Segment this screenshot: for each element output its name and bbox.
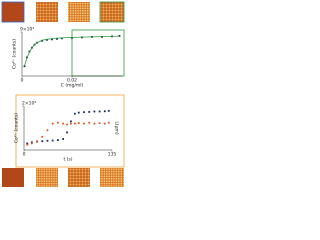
point bbox=[77, 122, 80, 125]
point bbox=[118, 35, 121, 37]
point bbox=[93, 110, 96, 113]
bottom-images bbox=[2, 168, 124, 187]
y-axis-label: Co²⁺ (counts) bbox=[14, 113, 20, 143]
point bbox=[103, 110, 106, 113]
point bbox=[41, 39, 43, 42]
point bbox=[98, 122, 101, 125]
point bbox=[26, 142, 29, 145]
top-images bbox=[1, 1, 125, 23]
point bbox=[66, 131, 68, 134]
image bbox=[36, 168, 58, 187]
point bbox=[82, 122, 85, 125]
page: {"chart_data": [ {"type": "scatter", "xl… bbox=[1, 1, 125, 187]
x-axis-label: C (mg/ml) bbox=[61, 83, 84, 89]
x-tick-label: 135 bbox=[108, 152, 117, 158]
point bbox=[103, 122, 106, 125]
point bbox=[69, 122, 72, 125]
x-tick-label: 0.02 bbox=[67, 78, 77, 84]
point bbox=[56, 139, 59, 141]
point bbox=[62, 122, 65, 125]
image bbox=[68, 2, 90, 22]
point bbox=[56, 121, 59, 124]
highlight-box bbox=[15, 94, 125, 168]
fit-line bbox=[24, 35, 120, 66]
image bbox=[1, 1, 25, 23]
point bbox=[107, 121, 110, 124]
point bbox=[46, 129, 49, 132]
point bbox=[30, 141, 33, 144]
y-axis-label: Co²⁺ (counts) bbox=[12, 39, 18, 69]
point bbox=[107, 109, 110, 112]
point bbox=[36, 140, 39, 143]
point bbox=[83, 111, 85, 114]
point bbox=[61, 37, 63, 40]
point bbox=[46, 139, 49, 142]
image bbox=[100, 168, 124, 187]
point bbox=[77, 111, 80, 114]
point bbox=[30, 142, 33, 145]
x-axis-label: t (s) bbox=[63, 157, 72, 163]
point bbox=[88, 121, 91, 124]
point bbox=[93, 122, 96, 125]
point bbox=[56, 37, 58, 40]
point bbox=[26, 143, 29, 146]
y-tick-label: 2×10⁴ bbox=[22, 101, 36, 107]
point bbox=[41, 135, 44, 138]
point bbox=[23, 65, 26, 68]
point bbox=[62, 138, 65, 140]
image bbox=[2, 168, 24, 187]
image bbox=[36, 2, 58, 22]
image bbox=[99, 1, 125, 23]
point bbox=[73, 122, 76, 125]
point bbox=[98, 110, 101, 113]
point bbox=[70, 120, 72, 123]
point bbox=[41, 140, 44, 143]
point bbox=[51, 122, 54, 125]
point bbox=[71, 36, 73, 39]
y2-axis-label: L(μm) bbox=[114, 121, 120, 135]
x-tick-label: 0 bbox=[23, 152, 26, 158]
figure: 0 0.02 9×10⁴ C (mg/ml) Co²⁺ (counts) 0 135 2×10… bbox=[1, 1, 125, 187]
point bbox=[46, 38, 48, 41]
point bbox=[51, 38, 53, 41]
image bbox=[68, 168, 90, 187]
point bbox=[66, 123, 69, 126]
point bbox=[51, 139, 54, 142]
x-tick-label: 0 bbox=[21, 78, 24, 84]
point bbox=[73, 112, 76, 115]
point bbox=[88, 111, 91, 113]
y-tick-label: 9×10⁴ bbox=[20, 27, 34, 33]
